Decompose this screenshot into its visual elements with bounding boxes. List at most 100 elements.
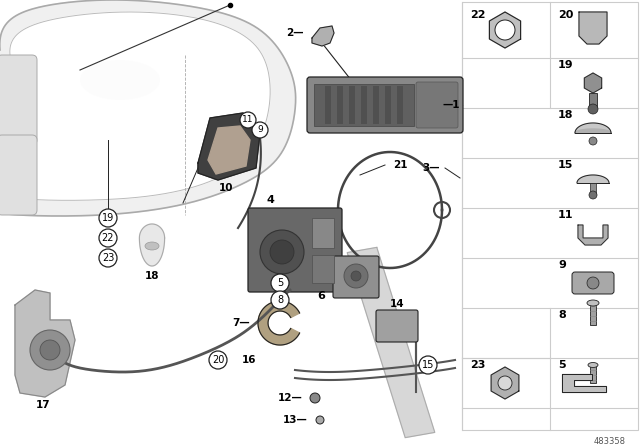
Bar — [312, 218, 334, 248]
Circle shape — [252, 122, 268, 138]
Circle shape — [270, 240, 294, 264]
Text: 3—: 3— — [422, 163, 440, 173]
Text: 9: 9 — [257, 125, 263, 134]
Polygon shape — [578, 225, 608, 245]
Circle shape — [40, 340, 60, 360]
Text: 19: 19 — [102, 213, 114, 223]
Circle shape — [495, 20, 515, 40]
Text: 15: 15 — [558, 160, 573, 170]
Polygon shape — [9, 12, 270, 200]
FancyBboxPatch shape — [248, 208, 342, 292]
Polygon shape — [140, 224, 164, 266]
Text: 21: 21 — [393, 160, 407, 170]
Circle shape — [344, 264, 368, 288]
Bar — [337, 86, 343, 124]
Text: 22: 22 — [470, 10, 486, 20]
Text: 5: 5 — [558, 360, 566, 370]
Text: 10: 10 — [219, 183, 233, 193]
Bar — [589, 93, 597, 109]
FancyBboxPatch shape — [0, 55, 37, 145]
Polygon shape — [312, 26, 334, 46]
Text: 7—: 7— — [232, 318, 250, 328]
Text: 8: 8 — [558, 310, 566, 320]
Text: 9: 9 — [558, 260, 566, 270]
Polygon shape — [575, 123, 611, 133]
Circle shape — [587, 277, 599, 289]
Circle shape — [260, 230, 304, 274]
Circle shape — [589, 191, 597, 199]
Text: 13—: 13— — [284, 415, 308, 425]
Bar — [314, 84, 414, 126]
Circle shape — [99, 229, 117, 247]
Circle shape — [271, 291, 289, 309]
Bar — [590, 183, 596, 195]
Bar — [590, 365, 596, 383]
Polygon shape — [579, 12, 607, 44]
Circle shape — [316, 416, 324, 424]
Circle shape — [588, 104, 598, 114]
Polygon shape — [198, 113, 260, 180]
Bar — [325, 86, 331, 124]
Text: 19: 19 — [558, 60, 573, 70]
Circle shape — [310, 393, 320, 403]
FancyBboxPatch shape — [416, 82, 458, 128]
Polygon shape — [584, 73, 602, 93]
Text: 11: 11 — [558, 210, 573, 220]
Circle shape — [351, 271, 361, 281]
Text: 17: 17 — [36, 400, 51, 410]
Circle shape — [419, 356, 437, 374]
Polygon shape — [15, 290, 75, 397]
Bar — [462, 2, 638, 430]
Text: 8: 8 — [277, 295, 283, 305]
Polygon shape — [562, 374, 606, 392]
Text: 15: 15 — [422, 360, 434, 370]
Text: 23: 23 — [102, 253, 114, 263]
Bar — [397, 86, 403, 124]
FancyBboxPatch shape — [572, 272, 614, 294]
Text: 16: 16 — [242, 355, 257, 365]
Text: 2—: 2— — [287, 28, 304, 38]
Text: 483358: 483358 — [594, 438, 626, 447]
Text: 12—: 12— — [278, 393, 303, 403]
Text: 4: 4 — [266, 195, 274, 205]
Text: 14: 14 — [390, 299, 404, 309]
Ellipse shape — [588, 362, 598, 367]
Circle shape — [240, 112, 256, 128]
Text: —1: —1 — [442, 100, 460, 110]
Bar — [373, 86, 379, 124]
Bar — [385, 86, 391, 124]
Text: 5: 5 — [277, 278, 283, 288]
Ellipse shape — [80, 60, 160, 100]
Circle shape — [99, 249, 117, 267]
Bar — [312, 255, 334, 283]
Polygon shape — [258, 301, 300, 345]
Text: 18: 18 — [145, 271, 159, 281]
Polygon shape — [348, 247, 435, 438]
Polygon shape — [0, 0, 296, 216]
Ellipse shape — [587, 300, 599, 306]
Polygon shape — [577, 175, 609, 183]
FancyBboxPatch shape — [376, 310, 418, 342]
Bar — [349, 86, 355, 124]
Text: 11: 11 — [243, 116, 253, 125]
Circle shape — [209, 351, 227, 369]
Circle shape — [30, 330, 70, 370]
Text: 20: 20 — [558, 10, 573, 20]
Circle shape — [271, 274, 289, 292]
Circle shape — [589, 137, 597, 145]
Text: 23: 23 — [470, 360, 485, 370]
Circle shape — [498, 376, 512, 390]
FancyBboxPatch shape — [307, 77, 463, 133]
Polygon shape — [491, 367, 519, 399]
Bar — [361, 86, 367, 124]
Circle shape — [99, 209, 117, 227]
FancyBboxPatch shape — [0, 135, 37, 215]
FancyBboxPatch shape — [333, 256, 379, 298]
Text: 20: 20 — [212, 355, 224, 365]
Text: 6: 6 — [317, 291, 325, 301]
Polygon shape — [575, 129, 611, 133]
Bar — [590, 303, 596, 325]
Text: 18: 18 — [558, 110, 573, 120]
Text: 22: 22 — [102, 233, 115, 243]
Polygon shape — [490, 12, 520, 48]
